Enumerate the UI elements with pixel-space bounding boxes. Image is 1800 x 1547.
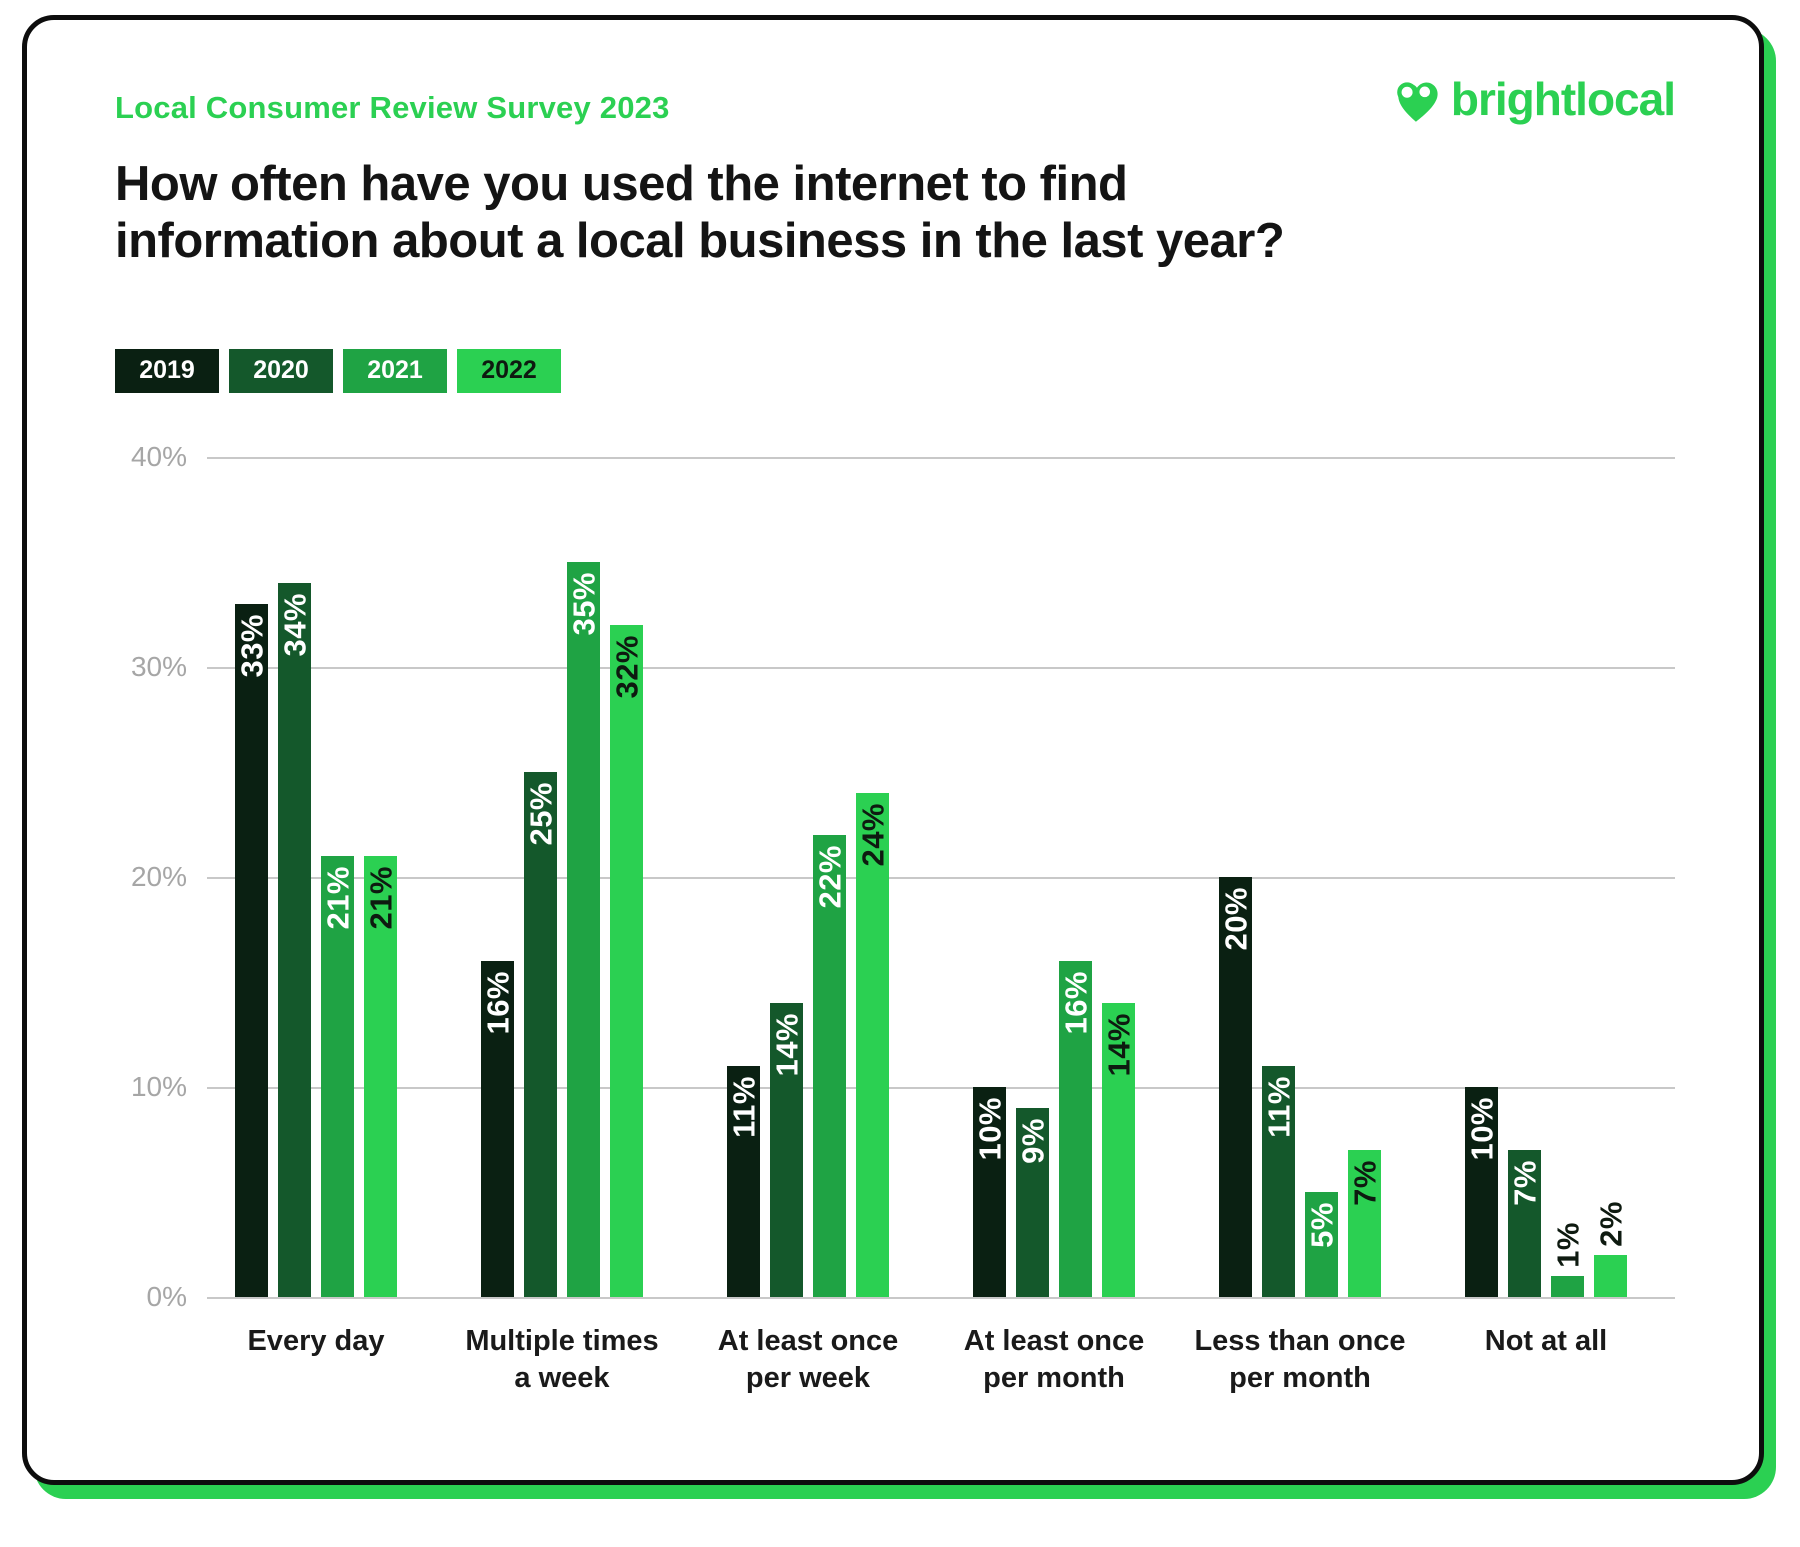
bar-value-label: 11% xyxy=(1261,1075,1296,1138)
y-tick-20: 20% xyxy=(130,860,187,892)
gridline-20 xyxy=(207,876,1675,879)
bar-value-label: 2% xyxy=(1593,1200,1628,1247)
bar-value-label: 5% xyxy=(1304,1201,1339,1248)
survey-label: Local Consumer Review Survey 2023 xyxy=(115,90,670,125)
gridline-40 xyxy=(207,456,1675,459)
bar-2022-every-day: 21% xyxy=(363,855,398,1297)
bar-2022-multiple-times-a-week: 32% xyxy=(609,624,644,1297)
bar-2019-at-least-once-per-week: 11% xyxy=(726,1065,761,1297)
brightlocal-logo: brightlocal xyxy=(1392,73,1676,126)
x-axis-label: Not at all xyxy=(1484,1324,1608,1357)
bar-2019-every-day: 33% xyxy=(234,603,269,1297)
y-tick-10: 10% xyxy=(130,1070,187,1102)
bar-value-label: 20% xyxy=(1218,886,1253,951)
bar-group-every-day: 33% 34% 21% 21% Every day xyxy=(234,457,398,1357)
bar-chart: 40% 30% 20% 10% 0% 33% 34% 21% 21% Every day 16% 2… xyxy=(115,441,1675,1394)
bar-2021-not-at-all: 1% xyxy=(1550,1222,1585,1297)
bar-value-label: 14% xyxy=(769,1012,804,1077)
y-tick-30: 30% xyxy=(130,650,187,682)
chart-title: How often have you used the internet to … xyxy=(115,157,1285,269)
bar-value-label: 10% xyxy=(972,1096,1007,1161)
bar-value-label: 7% xyxy=(1347,1159,1382,1206)
bar-group-less-than-once-per-month: 20% 11% 5% 7% Less than once per month xyxy=(1194,457,1406,1394)
bar-2021-at-least-once-per-month: 16% xyxy=(1058,960,1093,1297)
bar-2022-at-least-once-per-week: 24% xyxy=(855,792,890,1297)
gridline-30 xyxy=(207,666,1675,669)
x-axis-label: At least once per week xyxy=(717,1324,899,1395)
legend-item-2021: 2021 xyxy=(343,348,447,393)
bar-value-label: 1% xyxy=(1550,1221,1585,1268)
bar-2019-at-least-once-per-month: 10% xyxy=(972,1086,1007,1297)
bar-2022-not-at-all: 2% xyxy=(1593,1201,1628,1297)
bar-value-label: 25% xyxy=(523,781,558,846)
x-axis-label: At least once per month xyxy=(963,1324,1145,1395)
bar-2020-multiple-times-a-week: 25% xyxy=(523,771,558,1297)
bar-group-multiple-times-a-week: 16% 25% 35% 32% Multiple times a week xyxy=(465,457,659,1394)
y-tick-40: 40% xyxy=(130,440,187,472)
bar-value-label: 22% xyxy=(812,844,847,909)
legend-item-2019: 2019 xyxy=(115,348,219,393)
gridline-10 xyxy=(207,1086,1675,1089)
bar-groups: 33% 34% 21% 21% Every day 16% 25% 35% 32% Multipl… xyxy=(234,457,1628,1394)
bar-group-at-least-once-per-month: 10% 9% 16% 14% At least once per month xyxy=(964,457,1144,1394)
chart-card: Local Consumer Review Survey 2023 bright… xyxy=(22,15,1764,1485)
x-axis-label: Multiple times a week xyxy=(465,1324,659,1395)
y-axis: 40% 30% 20% 10% 0% xyxy=(115,441,207,1312)
bar-2021-at-least-once-per-week: 22% xyxy=(812,834,847,1297)
bar-value-label: 21% xyxy=(363,865,398,930)
bar-2020-at-least-once-per-month: 9% xyxy=(1015,1107,1050,1297)
bar-value-label: 21% xyxy=(320,865,355,930)
legend-item-2020: 2020 xyxy=(229,348,333,393)
bar-value-label: 34% xyxy=(277,592,312,657)
bar-value-label: 11% xyxy=(726,1075,761,1138)
heart-pin-icon xyxy=(1397,82,1438,122)
bar-value-label: 24% xyxy=(855,802,890,867)
bar-value-label: 16% xyxy=(1058,970,1093,1035)
bar-value-label: 14% xyxy=(1101,1012,1136,1077)
bar-value-label: 9% xyxy=(1015,1117,1050,1164)
bar-2019-multiple-times-a-week: 16% xyxy=(480,960,515,1297)
bar-group-at-least-once-per-week: 11% 14% 22% 24% At least once per week xyxy=(718,457,898,1394)
x-axis-label: Less than once per month xyxy=(1194,1324,1406,1395)
bar-group-not-at-all: 10% 7% 1% 2% Not at all xyxy=(1464,457,1628,1357)
bar-value-label: 16% xyxy=(480,970,515,1035)
bar-2020-not-at-all: 7% xyxy=(1507,1149,1542,1297)
chart-legend: 2019 2020 2021 2022 xyxy=(115,348,1675,393)
bar-2021-every-day: 21% xyxy=(320,855,355,1297)
bar-value-label: 10% xyxy=(1464,1096,1499,1161)
bar-2019-less-than-once-per-month: 20% xyxy=(1218,876,1253,1297)
legend-item-2022: 2022 xyxy=(457,348,561,393)
bar-value-label: 7% xyxy=(1507,1159,1542,1206)
bar-2019-not-at-all: 10% xyxy=(1464,1086,1499,1297)
bar-2020-at-least-once-per-week: 14% xyxy=(769,1002,804,1297)
bar-2021-multiple-times-a-week: 35% xyxy=(566,561,601,1297)
bar-value-label: 33% xyxy=(234,613,269,678)
logo-wordmark: brightlocal xyxy=(1450,73,1676,125)
bar-2020-less-than-once-per-month: 11% xyxy=(1261,1065,1296,1297)
bar-2022-at-least-once-per-month: 14% xyxy=(1101,1002,1136,1297)
bar-2020-every-day: 34% xyxy=(277,582,312,1297)
y-tick-0: 0% xyxy=(146,1280,187,1312)
card-header: Local Consumer Review Survey 2023 bright… xyxy=(115,73,1676,126)
bar-value-label: 35% xyxy=(566,571,601,636)
bar-value-label: 32% xyxy=(609,634,644,699)
x-axis-label: Every day xyxy=(247,1324,385,1357)
plot-area: 33% 34% 21% 21% Every day 16% 25% 35% 32% Multipl… xyxy=(207,456,1675,1394)
bar-2021-less-than-once-per-month: 5% xyxy=(1304,1191,1339,1297)
bar-2022-less-than-once-per-month: 7% xyxy=(1347,1149,1382,1297)
